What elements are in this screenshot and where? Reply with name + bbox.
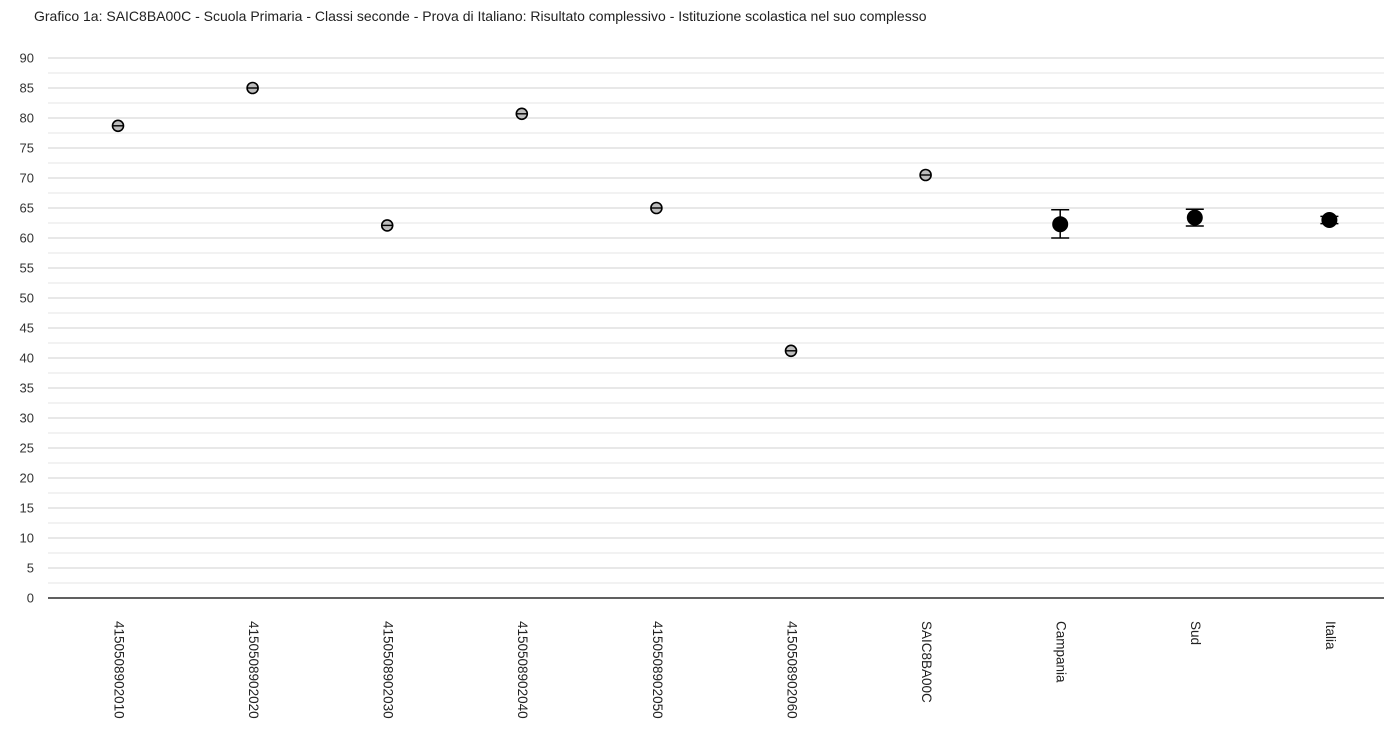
category-labels: 4150508902010 4150508902020 4150508902030 4…	[111, 621, 1337, 719]
data-point	[1052, 216, 1069, 233]
y-tick-label: 0	[27, 591, 34, 606]
y-tick-label: 5	[27, 561, 34, 576]
y-tick-label: 25	[20, 441, 34, 456]
data-point	[1321, 212, 1338, 228]
x-tick-label: 4150508902020	[246, 621, 261, 719]
x-tick-label: 4150508902050	[650, 621, 665, 719]
y-tick-label: 30	[20, 411, 34, 426]
x-tick-label: 4150508902010	[111, 621, 126, 719]
y-tick-label: 70	[20, 171, 34, 186]
x-tick-label: Italia	[1323, 621, 1338, 650]
x-tick-label: 4150508902040	[515, 621, 530, 719]
chart-title: Grafico 1a: SAIC8BA00C - Scuola Primaria…	[34, 8, 927, 24]
y-tick-label: 45	[20, 321, 34, 336]
y-tick-label: 55	[20, 261, 34, 276]
y-tick-label: 75	[20, 141, 34, 156]
y-axis: 0 5 10 15 20 25 30 35 40 45 50 55 60 65 70 75 80 85 90	[20, 51, 34, 606]
x-tick-label: Campania	[1054, 621, 1069, 683]
y-tick-label: 90	[20, 51, 34, 66]
y-tick-label: 85	[20, 81, 34, 96]
y-tick-label: 40	[20, 351, 34, 366]
x-tick-label: 4150508902060	[784, 621, 799, 719]
y-tick-label: 15	[20, 501, 34, 516]
y-tick-label: 50	[20, 291, 34, 306]
y-tick-label: 20	[20, 471, 34, 486]
x-tick-label: Sud	[1188, 621, 1203, 645]
y-tick-label: 10	[20, 531, 34, 546]
y-tick-label: 80	[20, 111, 34, 126]
y-tick-label: 65	[20, 201, 34, 216]
y-tick-label: 35	[20, 381, 34, 396]
grid-layer	[48, 57, 1384, 584]
x-tick-label: SAIC8BA00C	[919, 621, 934, 703]
data-point	[1186, 209, 1203, 226]
x-tick-label: 4150508902030	[381, 621, 396, 719]
y-tick-label: 60	[20, 231, 34, 246]
data-points	[111, 81, 1339, 358]
